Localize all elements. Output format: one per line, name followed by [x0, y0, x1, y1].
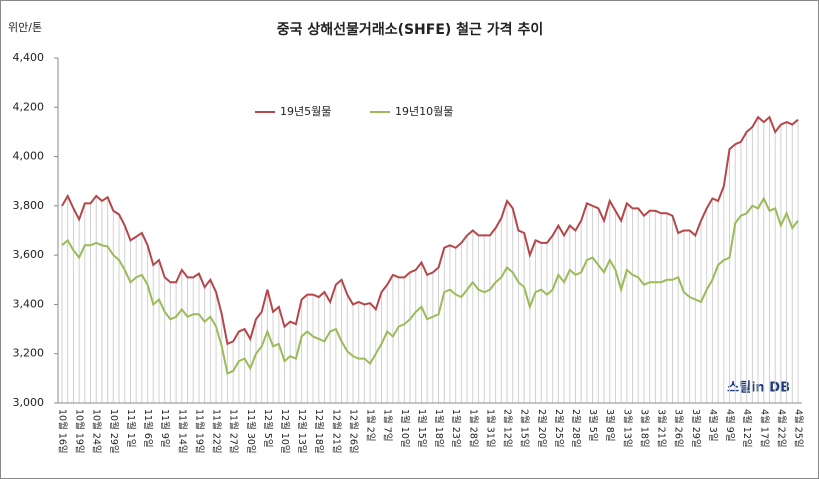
x-tick-label: 10월 19일: [74, 409, 86, 454]
x-tick-label: 3월 8일: [604, 409, 616, 442]
x-tick-label: 4월 22일: [775, 409, 787, 448]
series-line: [61, 115, 799, 346]
x-tick-label: 2월 15일: [519, 409, 531, 448]
x-tick-label: 4월 25일: [793, 409, 805, 448]
x-tick-label: 4월 3일: [707, 409, 719, 442]
y-tick-label: 3,800: [13, 199, 45, 212]
x-tick-label: 1월 15일: [416, 409, 428, 448]
x-tick-label: 11월 1일: [125, 409, 137, 448]
x-tick-label: 11월 14일: [176, 409, 188, 454]
x-tick-label: 12월 26일: [347, 409, 359, 454]
x-tick-label: 2월 20일: [536, 409, 548, 448]
x-tick-label: 11월 6일: [142, 409, 154, 448]
x-tick-label: 3월 26일: [673, 409, 685, 448]
legend-label: 19년10월물: [395, 105, 453, 118]
series-line: [61, 196, 799, 375]
x-tick-label: 1월 7일: [382, 409, 394, 442]
y-tick-label: 3,200: [13, 347, 45, 360]
x-tick-label: 11월 22일: [211, 409, 223, 454]
x-tick-label: 1월 2일: [365, 409, 377, 442]
y-tick-label: 4,200: [13, 100, 45, 113]
x-tick-label: 12월 10일: [279, 409, 291, 454]
x-tick-label: 11월 27일: [228, 409, 240, 454]
x-tick-label: 4월 17일: [758, 409, 770, 448]
x-tick-label: 12월 21일: [330, 409, 342, 454]
x-tick-label: 3월 5일: [587, 409, 599, 442]
logo: 스틸in DB: [727, 381, 790, 396]
x-tick-label: 2월 12일: [502, 409, 514, 448]
y-tick-label: 3,000: [13, 396, 45, 409]
x-tick-label: 10월 29일: [108, 409, 120, 454]
x-tick-label: 11월 19일: [193, 409, 205, 454]
x-tick-label: 10월 24일: [91, 409, 103, 454]
y-tick-label: 4,400: [13, 51, 45, 64]
y-tick-label: 4,000: [13, 150, 45, 163]
y-axis-label: 위안/톤: [8, 21, 42, 34]
x-tick-label: 12월 18일: [313, 409, 325, 454]
x-tick-label: 3월 18일: [638, 409, 650, 448]
legend-label: 19년5월물: [280, 105, 331, 118]
x-tick-label: 12월 13일: [296, 409, 308, 454]
x-tick-label: 4월 12일: [741, 409, 753, 448]
x-tick-label: 11월 9일: [159, 409, 171, 448]
x-tick-label: 2월 25일: [553, 409, 565, 448]
x-tick-label: 3월 13일: [621, 409, 633, 448]
x-tick-label: 12월 5일: [262, 409, 274, 448]
x-tick-label: 10월 16일: [57, 409, 69, 454]
x-tick-label: 1월 31일: [484, 409, 496, 448]
x-tick-label: 4월 9일: [724, 409, 736, 442]
x-tick-label: 3월 21일: [656, 409, 668, 448]
x-tick-label: 3월 29일: [690, 409, 702, 448]
x-tick-label: 1월 18일: [433, 409, 445, 448]
x-tick-label: 1월 23일: [450, 409, 462, 448]
chart-title: 중국 상해선물거래소(SHFE) 철근 가격 추이: [277, 21, 543, 38]
y-tick-label: 3,600: [13, 248, 45, 261]
x-tick-label: 1월 10일: [399, 409, 411, 448]
x-tick-label: 11월 30일: [245, 409, 257, 454]
x-tick-label: 2월 28일: [570, 409, 582, 448]
x-tick-label: 1월 28일: [467, 409, 479, 448]
y-tick-label: 3,400: [13, 297, 45, 310]
